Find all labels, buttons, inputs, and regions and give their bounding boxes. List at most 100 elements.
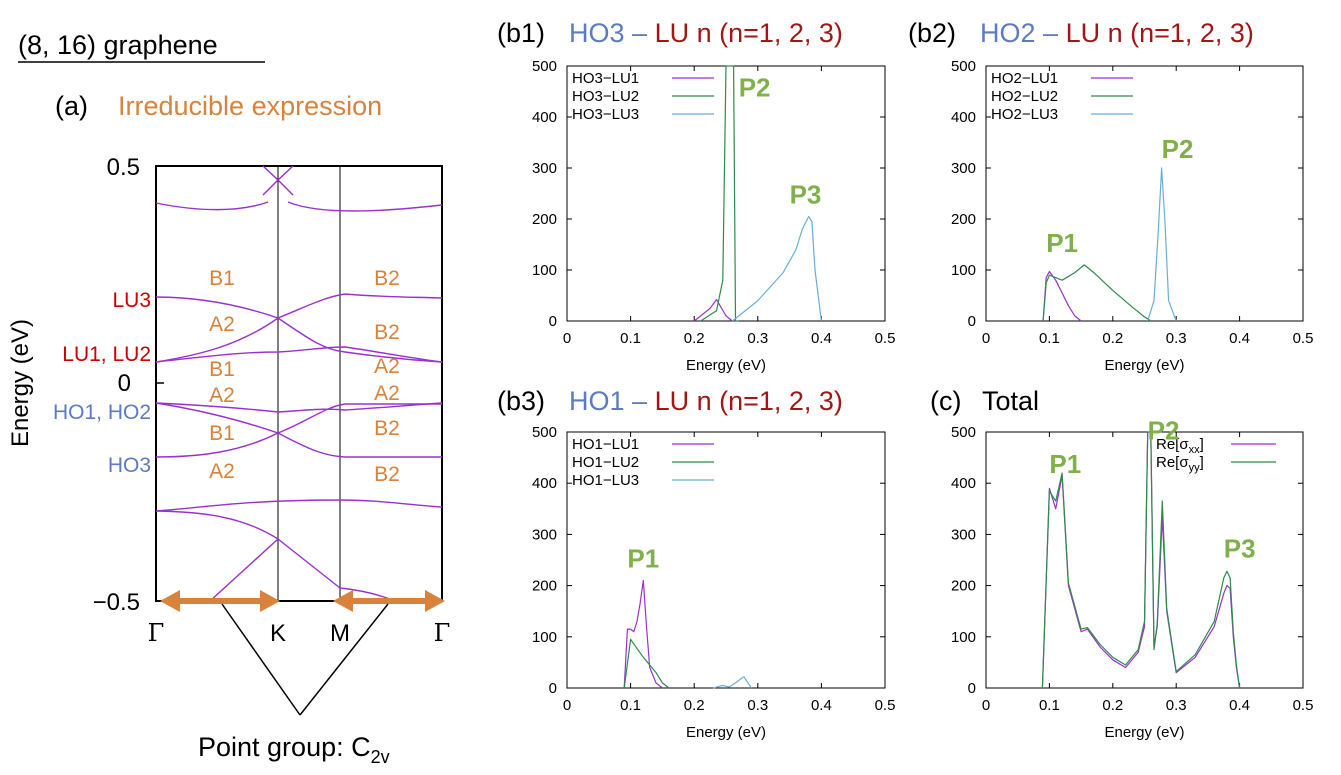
x-tick-label: 0: [563, 697, 571, 714]
y-tick-label: 0: [968, 313, 976, 330]
panel-label: (b3): [497, 386, 545, 416]
band-line: [155, 499, 443, 512]
x-axis-title: Energy (eV): [686, 724, 766, 741]
series-line: [1042, 264, 1152, 322]
legend-label: HO2−LU2: [991, 88, 1058, 105]
x-tick-label: 0.1: [1039, 697, 1060, 714]
x-tick-label: 0: [563, 330, 571, 347]
chart-title-dash: –: [625, 386, 655, 416]
y-tick-label: 200: [532, 578, 557, 595]
x-tick-label: 0.4: [811, 330, 832, 347]
band-line: [155, 346, 443, 363]
legend-label: HO1−LU2: [572, 454, 639, 471]
chart-panel-b3: (b3) HO1 – LU n (n=1, 2, 3) 0 0.1 0.2 0.3 0.4 0…: [497, 386, 895, 741]
y-tick-label: 500: [532, 424, 557, 441]
series-line: [713, 676, 752, 689]
chart-title: Total: [982, 386, 1039, 416]
chart-title: HO3 – LU n (n=1, 2, 3): [569, 18, 843, 48]
band-line: [155, 201, 269, 211]
series-line: [732, 215, 822, 322]
x-tick-label: 0.2: [1102, 330, 1123, 347]
peak-annotation: P3: [1224, 533, 1256, 563]
kpoint-label-gamma: Γ: [148, 619, 165, 647]
chart-title-part1: HO1: [569, 386, 625, 416]
point-group-label: Point group: C2v: [198, 732, 390, 767]
chart-panel-c: (c) Total 0 0.1 0.2 0.3 0.4 0.5 0 100 200 300 400 500…: [930, 386, 1313, 741]
legend-label: HO3−LU1: [572, 70, 639, 87]
y-tick-label: 400: [951, 475, 976, 492]
peak-annotation: P2: [1162, 134, 1194, 164]
chart-title-part2: LU n (n=1, 2, 3): [1066, 18, 1254, 48]
x-tick-label: 0.5: [875, 330, 896, 347]
legend-label: HO1−LU1: [572, 436, 639, 453]
series-line: [623, 638, 670, 689]
chart-title-dash: –: [1036, 18, 1066, 48]
y-tick-label-zero: 0: [118, 370, 131, 397]
y-tick-label: 400: [532, 475, 557, 492]
level-label-lu1-lu2: LU1, LU2: [62, 343, 151, 366]
peak-annotation: P2: [1148, 416, 1180, 446]
band-line: [155, 510, 279, 540]
irrep-label: A2: [209, 460, 235, 483]
irrep-label: B2: [374, 321, 400, 344]
y-tick-label: 200: [951, 578, 976, 595]
panel-label: (c): [930, 386, 961, 416]
x-tick-label: 0.1: [1039, 330, 1060, 347]
x-tick-label: 0.3: [1166, 697, 1187, 714]
point-group-prefix: Point group: C: [198, 732, 371, 762]
panel-label: (b2): [908, 18, 956, 48]
panel-label: (b1): [497, 18, 545, 48]
y-tick-label: 100: [951, 262, 976, 279]
x-tick-label: 0.1: [620, 697, 641, 714]
kpoint-label-gamma-end: Γ: [434, 619, 451, 647]
band-line: [155, 317, 443, 363]
series-line: [1042, 270, 1082, 322]
legend-label-base: Re[σ: [1156, 454, 1189, 471]
x-tick-label: 0.3: [747, 330, 768, 347]
legend-label-end: ]: [1200, 454, 1204, 471]
x-tick-label: 0.2: [684, 330, 705, 347]
legend-label-end: ]: [1200, 436, 1204, 453]
y-tick-label: 300: [951, 160, 976, 177]
x-axis-title: Energy (eV): [1104, 357, 1184, 374]
band-lines: [155, 165, 443, 602]
y-tick-label-top: 0.5: [107, 154, 140, 181]
x-tick-label: 0.4: [1229, 697, 1250, 714]
band-line: [287, 201, 443, 212]
plot-frame: [985, 431, 1304, 689]
y-tick-label: 500: [951, 424, 976, 441]
band-line: [155, 402, 443, 413]
panel-a-label: (a): [55, 91, 88, 121]
legend-label-sub: yy: [1189, 462, 1201, 474]
irrep-labels: B1 A2 B1 A2 B1 A2 B2 B2 A2 A2 B2 B2: [209, 267, 400, 486]
panel-a-subtitle: Irreducible expression: [118, 91, 382, 121]
x-tick-label: 0.3: [1166, 330, 1187, 347]
series-line: [693, 299, 733, 322]
x-tick-label: 0.4: [1229, 330, 1250, 347]
pointer-line: [299, 603, 389, 716]
chart-title-part1: HO2: [980, 18, 1036, 48]
legend-label-base: Re[σ: [1156, 436, 1189, 453]
band-line: [209, 538, 396, 602]
irrep-label: A2: [374, 355, 400, 378]
y-tick-label: 200: [532, 211, 557, 228]
legend-label: HO3−LU2: [572, 88, 639, 105]
chart-title-part1: Total: [982, 386, 1039, 416]
legend-label: HO2−LU3: [991, 106, 1058, 123]
arrow-head-right: [260, 590, 280, 612]
peak-annotation: P1: [627, 544, 659, 574]
chart-title-dash: –: [625, 18, 655, 48]
y-tick-label-bottom: −0.5: [93, 589, 140, 616]
x-tick-label: 0.2: [1102, 697, 1123, 714]
figure-heading: (8, 16) graphene: [18, 30, 218, 60]
irrep-label: A2: [374, 382, 400, 405]
chart-title-part1: HO3: [569, 18, 625, 48]
y-tick-label: 100: [951, 629, 976, 646]
legend-label: HO1−LU3: [572, 472, 639, 489]
plot-frame: [566, 431, 886, 689]
x-tick-label: 0: [982, 697, 990, 714]
chart-title-part2: LU n (n=1, 2, 3): [655, 386, 843, 416]
legend-label: Re[σyy]: [1156, 454, 1204, 474]
irrep-label: B2: [374, 463, 400, 486]
